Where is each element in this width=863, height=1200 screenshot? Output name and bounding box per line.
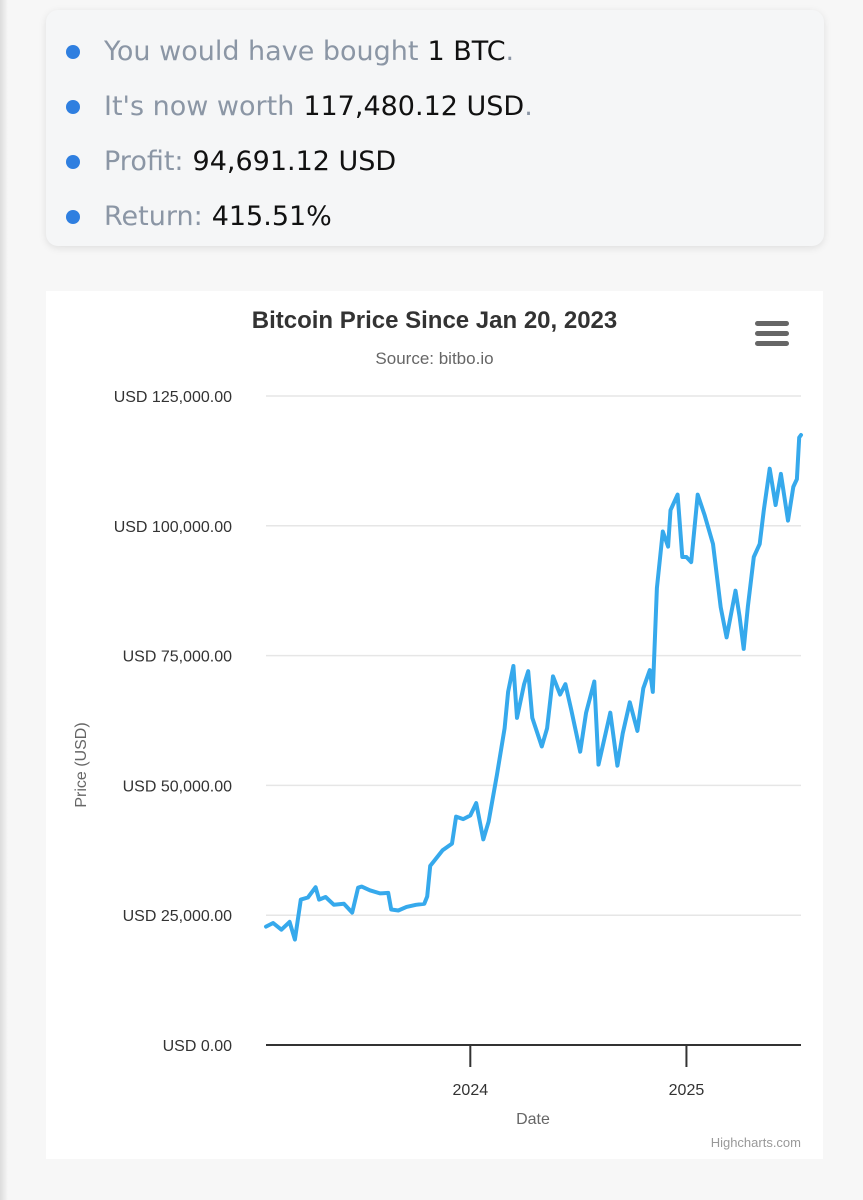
chart-menu-button[interactable] [752, 317, 792, 351]
summary-value: 94,691.12 USD [192, 146, 397, 177]
chart-title: Bitcoin Price Since Jan 20, 2023 [251, 307, 618, 334]
summary-item-profit: Profit: 94,691.12 USD [46, 134, 824, 189]
y-axis-labels: USD 0.00 USD 25,000.00 USD 50,000.00 USD 75… [114, 389, 232, 1055]
x-axis: 2024 2025 [266, 1044, 801, 1099]
bullet-icon [66, 154, 80, 169]
summary-label: Return: [104, 201, 203, 232]
summary-value: 117,480.12 USD [303, 91, 525, 122]
hamburger-menu-icon [755, 331, 789, 336]
y-tick-label: USD 50,000.00 [123, 778, 233, 795]
y-axis-title: Price (USD) [73, 722, 90, 807]
summary-item-bought: You would have bought 1 BTC . [46, 24, 824, 79]
summary-label: Profit: [104, 146, 184, 177]
x-tick-label: 2024 [453, 1082, 489, 1099]
x-axis-title: Date [516, 1111, 550, 1128]
y-tick-label: USD 75,000.00 [123, 649, 233, 666]
grid-lines [266, 395, 801, 916]
y-tick-label: USD 125,000.00 [114, 389, 232, 406]
bullet-icon [66, 209, 80, 224]
hamburger-menu-icon [755, 341, 789, 346]
y-tick-label: USD 25,000.00 [123, 908, 233, 925]
price-series-line[interactable] [264, 433, 803, 942]
series-layer [264, 433, 803, 942]
summary-value: 1 BTC [427, 36, 506, 67]
summary-card: You would have bought 1 BTC . It's now w… [46, 10, 824, 246]
summary-suffix: . [524, 91, 533, 122]
bullet-icon [66, 99, 80, 114]
summary-label: It's now worth [104, 91, 295, 122]
y-tick-label: USD 100,000.00 [114, 519, 232, 536]
bullet-icon [66, 44, 80, 59]
summary-item-return: Return: 415.51% [46, 189, 824, 244]
summary-item-worth: It's now worth 117,480.12 USD . [46, 79, 824, 134]
chart-subtitle: Source: bitbo.io [375, 349, 494, 368]
summary-list: You would have bought 1 BTC . It's now w… [46, 10, 824, 244]
chart-card: Bitcoin Price Since Jan 20, 2023 Source:… [46, 291, 823, 1159]
summary-value: 415.51% [211, 201, 332, 232]
y-tick-label: USD 0.00 [163, 1038, 232, 1055]
summary-label: You would have bought [104, 36, 419, 67]
price-chart: USD 0.00 USD 25,000.00 USD 50,000.00 USD 75… [73, 389, 803, 1128]
chart-credits[interactable]: Highcharts.com [710, 1135, 801, 1150]
summary-suffix: . [505, 36, 515, 67]
x-tick-label: 2025 [669, 1082, 705, 1099]
left-edge-shadow [0, 0, 8, 1200]
hamburger-menu-icon [755, 321, 789, 326]
